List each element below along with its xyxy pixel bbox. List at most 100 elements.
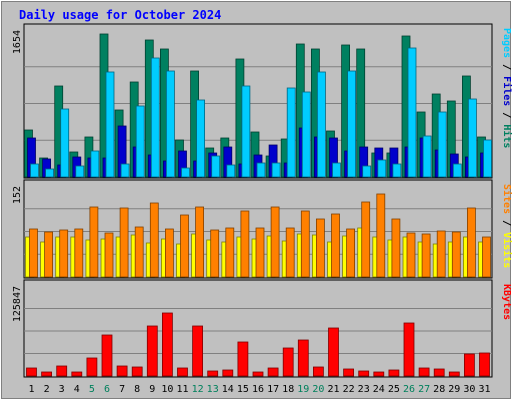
x-tick-label: 30 [463,384,475,395]
bar-sites-day-16 [255,227,265,278]
x-tick-label: 16 [252,384,264,395]
legend-label: Pages [501,28,512,58]
bar-sites-day-27 [421,233,431,278]
bar-kbytes-day-24 [373,371,385,377]
bar-pages-day-7 [120,163,130,178]
bar-kbytes-day-5 [86,357,98,377]
bar-pages-day-9 [150,57,160,178]
x-tick-label: 31 [478,384,490,395]
bar-kbytes-day-3 [56,365,68,377]
bar-pages-day-31 [483,139,492,178]
panel-visits-legend: Sites / Visits [501,184,512,268]
bar-pages-day-12 [196,99,206,178]
x-tick-label: 24 [373,384,385,395]
x-tick-label: 25 [388,384,400,395]
bar-pages-day-24 [377,159,387,178]
x-tick-label: 14 [222,384,234,395]
bar-kbytes-day-21 [328,327,339,377]
bar-kbytes-day-10 [161,312,173,377]
bar-sites-day-20 [315,218,325,278]
series-kbytes [26,312,490,377]
legend-label: Hits [501,124,512,148]
legend-label: Files [501,76,512,106]
legend-label: / [501,214,512,232]
x-tick-label: 15 [237,384,249,395]
x-tick-label: 6 [104,384,110,395]
x-tick-label: 7 [119,384,125,395]
panel-hits-ymax-label: 1654 [12,30,23,54]
x-tick-label: 28 [433,384,445,395]
bar-pages-day-8 [135,105,145,178]
bar-kbytes-day-9 [146,325,158,377]
x-tick-label: 9 [149,384,155,395]
bar-kbytes-day-17 [267,367,279,377]
bar-pages-day-1 [30,163,39,178]
panel-kbytes-legend: KBytes [501,284,512,320]
bar-kbytes-day-27 [418,367,430,377]
panel-visits: 152 Sites / Visits [12,179,512,279]
bar-kbytes-day-16 [252,371,264,377]
bar-pages-day-30 [467,98,477,178]
bar-sites-day-11 [180,214,189,278]
bar-kbytes-day-2 [41,371,52,377]
x-tick-label: 5 [89,384,95,395]
bar-pages-day-21 [332,162,341,178]
panel-hits-legend: Pages / Files / Hits [501,28,512,148]
bar-sites-day-18 [285,227,295,278]
x-tick-label: 2 [44,384,50,395]
bar-sites-day-24 [376,193,386,278]
bar-pages-day-11 [181,167,190,178]
bar-kbytes-day-15 [237,341,249,377]
bar-pages-day-17 [271,162,281,178]
bar-kbytes-day-25 [388,369,400,377]
bar-kbytes-day-14 [222,369,234,377]
bar-sites-day-17 [270,206,280,278]
bar-sites-day-26 [406,232,416,278]
bar-kbytes-day-1 [26,367,37,377]
bar-sites-day-10 [164,228,174,278]
bar-kbytes-day-20 [312,366,324,377]
x-tick-label: 26 [403,384,415,395]
bar-sites-day-1 [29,228,38,278]
bar-kbytes-day-12 [192,325,204,377]
bar-pages-day-25 [392,163,402,178]
bar-sites-day-28 [436,230,446,278]
legend-label: / [501,106,512,124]
bar-pages-day-15 [241,85,251,178]
bar-sites-day-15 [240,210,250,278]
x-tick-label: 10 [161,384,173,395]
bar-sites-day-23 [361,201,371,278]
bar-pages-day-22 [347,70,357,178]
bar-kbytes-day-31 [479,352,490,377]
bar-kbytes-day-29 [448,371,460,377]
bar-kbytes-day-18 [282,347,294,377]
x-tick-label: 11 [176,384,188,395]
bar-sites-day-5 [89,206,99,278]
bar-sites-day-7 [119,207,129,278]
bar-sites-day-3 [59,229,69,278]
bar-pages-day-5 [90,150,100,178]
bar-pages-day-20 [316,71,326,178]
bar-sites-day-29 [451,231,461,278]
x-tick-label: 13 [207,384,219,395]
x-tick-label: 23 [358,384,370,395]
bar-pages-day-13 [211,155,221,178]
bar-pages-day-3 [60,108,70,178]
x-tick-label: 22 [343,384,355,395]
bar-kbytes-day-19 [297,339,309,377]
bar-pages-day-14 [226,164,236,178]
bar-kbytes-day-13 [207,370,219,377]
bar-pages-day-18 [286,87,296,178]
x-tick-label: 29 [448,384,460,395]
bar-pages-day-2 [45,168,54,178]
x-tick-label: 4 [74,384,80,395]
bar-kbytes-day-6 [101,334,113,377]
bar-pages-day-29 [452,163,462,178]
x-tick-label: 18 [282,384,294,395]
bar-sites-day-21 [331,213,340,278]
bar-sites-day-30 [466,207,476,278]
bar-kbytes-day-23 [358,370,370,377]
legend-label: KBytes [501,284,512,320]
